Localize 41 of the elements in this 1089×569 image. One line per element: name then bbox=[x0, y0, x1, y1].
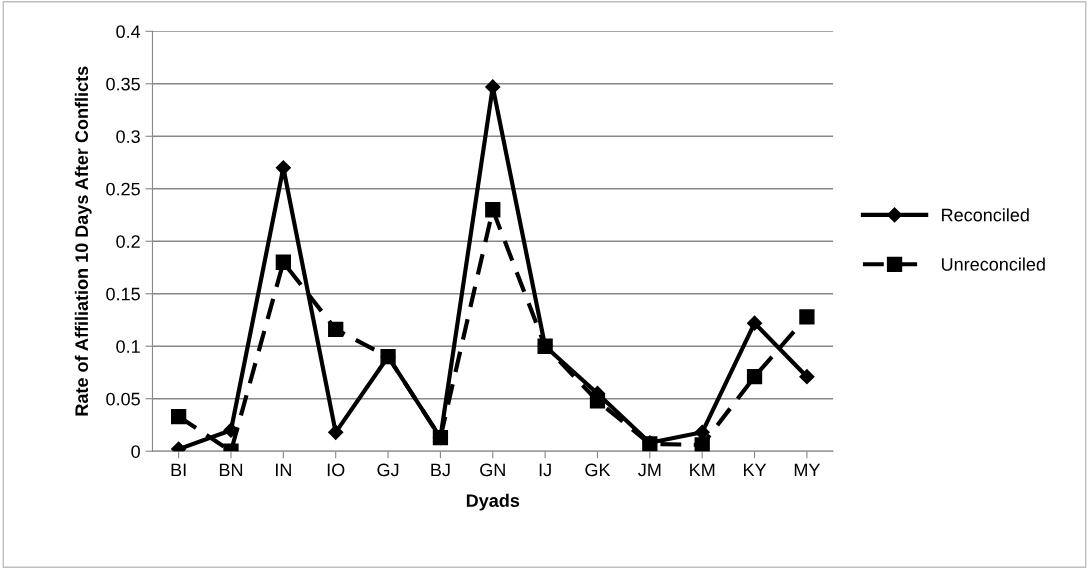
x-tick-label: KM bbox=[690, 463, 715, 477]
point bbox=[589, 393, 606, 409]
x-tick-label: BN bbox=[219, 463, 243, 477]
point bbox=[694, 424, 710, 440]
point bbox=[746, 315, 763, 331]
x-tick-label: JM bbox=[638, 463, 661, 477]
x-tick-label: GK bbox=[585, 463, 611, 477]
y-tick-label: 0.15 bbox=[106, 287, 140, 301]
point bbox=[799, 369, 815, 385]
point bbox=[432, 429, 449, 446]
point bbox=[328, 321, 344, 338]
point bbox=[485, 202, 501, 218]
y-tick-label: 0 bbox=[131, 445, 140, 458]
point bbox=[380, 349, 396, 365]
x-tick-label: KY bbox=[743, 463, 767, 477]
y-tick-label: 0.3 bbox=[116, 130, 140, 143]
y-tick-label: 0.2 bbox=[116, 235, 140, 248]
y-tick-label: 0.25 bbox=[106, 182, 140, 196]
y-axis-title: Rate of Affiliation 10 Days After Conflicts bbox=[74, 66, 92, 416]
point bbox=[537, 338, 553, 354]
x-axis-title: Dyads bbox=[466, 493, 520, 511]
point bbox=[799, 309, 815, 325]
x-tick-label: IN bbox=[275, 463, 291, 477]
y-tick-label: 0.1 bbox=[116, 340, 140, 353]
y-tick-label: 0.35 bbox=[106, 77, 140, 91]
y-tick-label: 0.05 bbox=[106, 392, 140, 406]
x-tick-label: GJ bbox=[377, 463, 399, 477]
y-tick-label: 0.4 bbox=[116, 25, 141, 39]
legend-label: Reconciled bbox=[942, 208, 1029, 222]
point bbox=[328, 424, 344, 440]
legend-label: Unreconciled bbox=[941, 257, 1045, 271]
point bbox=[746, 369, 763, 385]
point bbox=[170, 408, 187, 425]
x-tick-label: IJ bbox=[539, 463, 551, 477]
x-tick-label: GN bbox=[480, 463, 505, 477]
point bbox=[275, 254, 291, 270]
x-tick-label: BI bbox=[171, 463, 186, 477]
x-tick-label: BJ bbox=[431, 463, 450, 477]
x-tick-label: MY bbox=[794, 463, 821, 477]
point bbox=[694, 437, 710, 452]
x-tick-label: IO bbox=[327, 463, 345, 477]
